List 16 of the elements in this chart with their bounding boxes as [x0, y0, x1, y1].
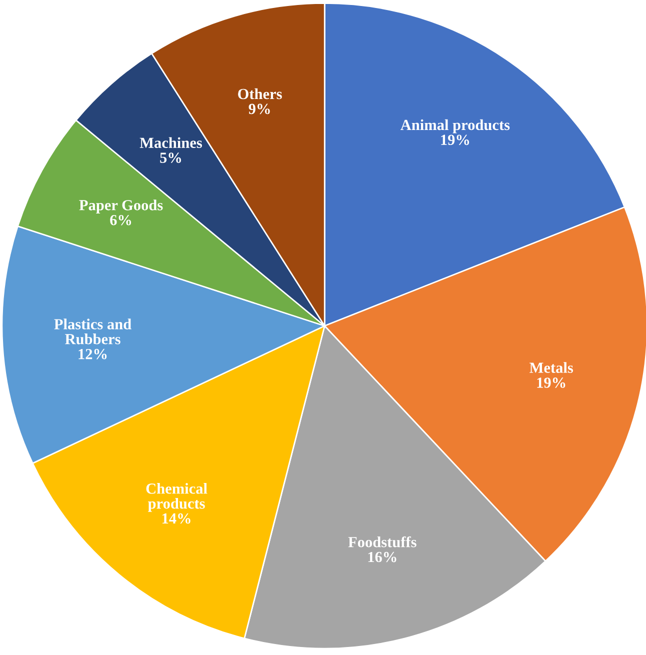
data-label: 6%	[110, 214, 132, 226]
slice-label: Plastics and Rubbers	[54, 318, 132, 344]
data-label: 5%	[160, 152, 182, 163]
slice-label: Chemical products	[146, 483, 208, 512]
slice-label: Metals	[530, 362, 574, 373]
slice-label: Machines	[140, 137, 202, 148]
data-label: 16%	[368, 552, 396, 562]
slice-label: Animal products	[400, 119, 510, 134]
data-label: 9%	[248, 104, 270, 114]
slice-label: Paper Goods	[79, 200, 163, 214]
data-label: 19%	[537, 378, 566, 388]
data-label: 12%	[78, 348, 107, 360]
slice-label: Foodstuffs	[348, 536, 416, 548]
data-label: 19%	[441, 134, 470, 146]
slice-label: Others	[238, 88, 282, 100]
data-label: 14%	[162, 513, 190, 524]
